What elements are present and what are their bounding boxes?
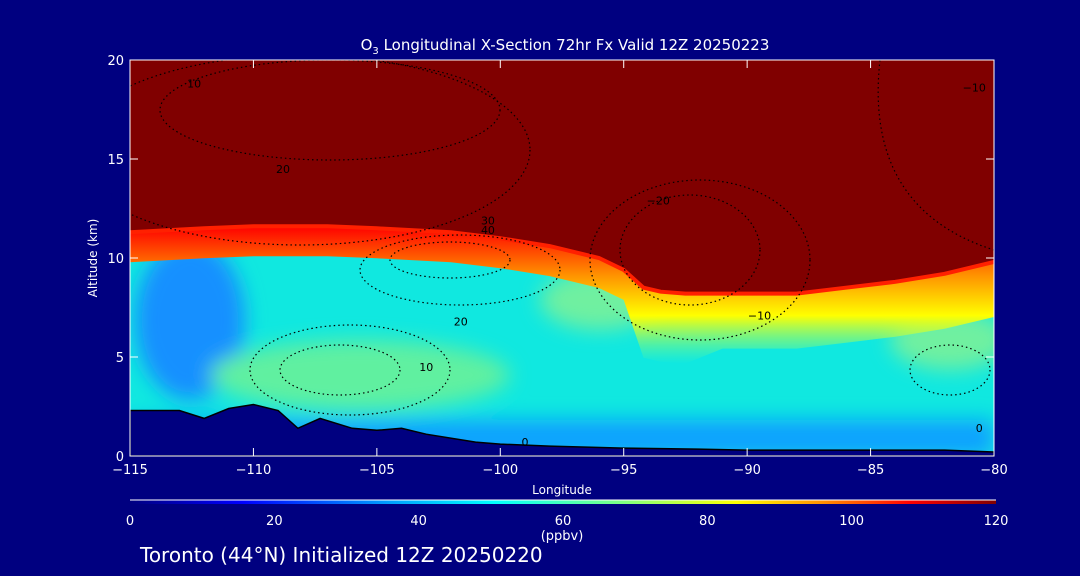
colorbar-tick-label: 20 (266, 514, 283, 529)
x-axis: −115 −110 −105 −100 −95 −90 −85 −80 (112, 60, 1008, 478)
x-tick-label: −85 (857, 463, 884, 478)
terrain (130, 403, 994, 456)
contour-label: 10 (187, 78, 201, 91)
contour-label: −10 (748, 309, 771, 322)
y-tick-label: 5 (116, 351, 124, 366)
contour-label: 20 (454, 315, 468, 328)
contour-line (249, 324, 451, 416)
colorbar-tick-label: 80 (699, 514, 716, 529)
x-tick-label: −115 (112, 463, 148, 478)
contour-line (159, 60, 501, 161)
x-tick-label: −80 (980, 463, 1007, 478)
colorbar-tick-label: 40 (410, 514, 427, 529)
field-green-region (210, 340, 510, 410)
stratosphere-high-ozone-region (130, 60, 994, 294)
contour-label: 10 (419, 361, 433, 374)
tropopause-edge (130, 224, 994, 296)
contour-line (130, 60, 531, 246)
contour-label: 20 (276, 163, 290, 176)
contour-label: 30 (481, 214, 495, 227)
y-tick-label: 15 (107, 153, 124, 168)
colorbar (130, 500, 996, 504)
contour-label: −20 (647, 195, 670, 208)
contour-line (589, 179, 811, 341)
x-axis-label: Longitude (532, 483, 592, 497)
chart-title: O3 Longitudinal X-Section 72hr Fx Valid … (361, 36, 770, 57)
y-tick-label: 10 (107, 252, 124, 267)
contour-label: 0 (521, 436, 528, 449)
y-axis: 0 5 10 15 20 (107, 54, 994, 465)
x-tick-label: −110 (236, 463, 272, 478)
colorbar-tick-label: 120 (984, 514, 1009, 529)
contour-line (619, 194, 761, 306)
x-tick-label: −90 (733, 463, 760, 478)
tropopause-gradient-band (130, 226, 994, 364)
y-tick-label: 20 (107, 54, 124, 69)
contour-line (359, 234, 561, 306)
colorbar-tick-label: 0 (126, 514, 134, 529)
contour-line (909, 344, 991, 396)
footer-caption: Toronto (44°N) Initialized 12Z 20250220 (139, 543, 543, 567)
colorbar-tick-label: 100 (839, 514, 864, 529)
x-tick-label: −100 (482, 463, 518, 478)
contour-lines (130, 60, 994, 416)
field-low-blue-region (135, 240, 245, 400)
contour-label: −10 (963, 82, 986, 95)
contour-label: 40 (481, 224, 495, 237)
x-tick-label: −105 (359, 463, 395, 478)
colorbar-label: (ppbv) (541, 529, 584, 544)
y-tick-label: 0 (116, 450, 124, 465)
contour-line (389, 241, 511, 279)
contour-label: 0 (976, 422, 983, 435)
x-tick-label: −95 (610, 463, 637, 478)
contour-line (279, 344, 401, 396)
colorbar-tick-label: 60 (555, 514, 572, 529)
colorbar-ticks: 0 20 40 60 80 100 120 (126, 514, 1009, 529)
y-axis-label: Altitude (km) (86, 219, 100, 298)
